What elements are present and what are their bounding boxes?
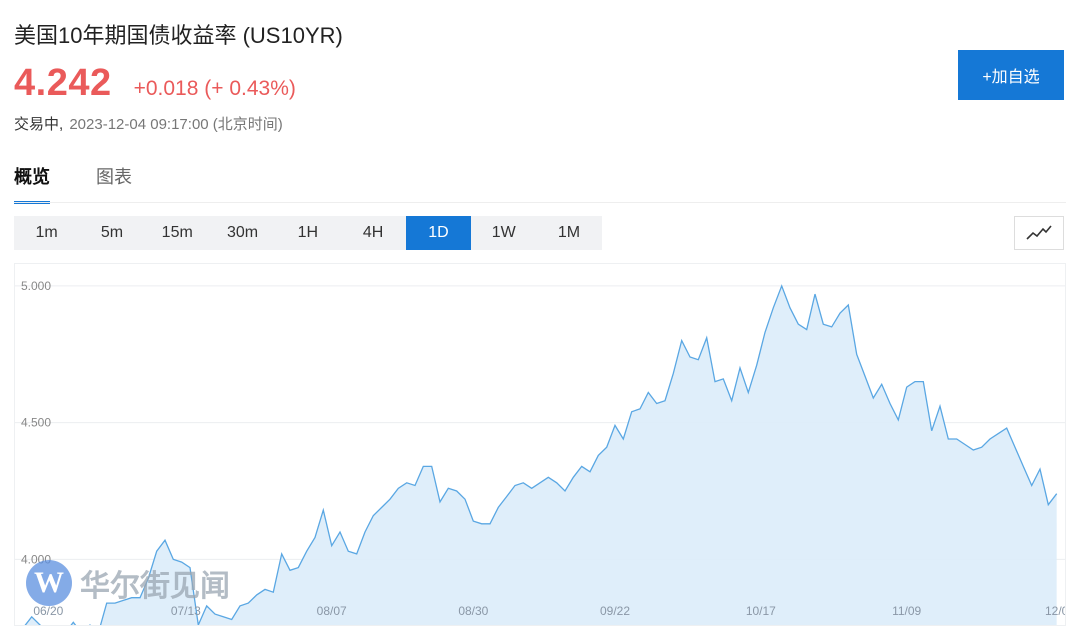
price-change: +0.018 (+ 0.43%) <box>133 77 296 100</box>
period-15m[interactable]: 15m <box>161 224 193 241</box>
period-4h[interactable]: 4H <box>362 224 384 241</box>
x-tick-label: 10/17 <box>746 604 776 618</box>
y-tick-label: 5.000 <box>21 279 51 293</box>
period-1w[interactable]: 1W <box>491 224 516 241</box>
period-1mo[interactable]: 1M <box>557 224 581 241</box>
period-1h[interactable]: 1H <box>297 224 319 241</box>
price-row: 4.242 +0.018 (+ 0.43%) <box>14 62 296 105</box>
page-title: 美国10年期国债收益率 (US10YR) <box>14 23 343 48</box>
line-chart-icon <box>1026 225 1052 240</box>
x-tick-label: 11/09 <box>892 604 921 618</box>
period-1m[interactable]: 1m <box>35 224 58 241</box>
status-label: 交易中, <box>14 116 64 133</box>
tab-chart[interactable]: 图表 <box>96 167 132 187</box>
chart-area-fill <box>15 285 1057 625</box>
period-5m[interactable]: 5m <box>100 224 124 241</box>
chart-area: 5.000 4.500 4.000 06/20 07/13 08/07 08/30 09/2… <box>14 263 1066 626</box>
add-to-watchlist-button[interactable]: +加自选 <box>958 50 1064 100</box>
current-price: 4.242 <box>14 62 112 104</box>
period-selector: 1m 5m 15m 30m 1H 4H 1D 1W 1M <box>14 216 602 250</box>
period-1d[interactable]: 1D <box>405 216 472 250</box>
trading-status: 交易中, 2023-12-04 09:17:00 (北京时间) <box>14 113 283 134</box>
watermark-logo: W <box>26 560 72 606</box>
series-line <box>24 284 1058 625</box>
tab-overview[interactable]: 概览 <box>14 163 50 204</box>
x-tick-label: 08/07 <box>317 604 347 618</box>
watermark: W 华尔街见闻 <box>26 560 230 606</box>
x-tick-label: 12/0 <box>1045 604 1065 618</box>
watermark-text: 华尔街见闻 <box>80 569 230 604</box>
x-tick-label: 08/30 <box>458 604 488 618</box>
view-tabs: 概览 图表 <box>14 163 178 204</box>
timestamp: 2023-12-04 09:17:00 (北京时间) <box>69 116 283 133</box>
y-tick-label: 4.500 <box>21 416 51 430</box>
tabs-divider <box>14 202 1066 203</box>
x-tick-label: 06/20 <box>33 604 63 618</box>
period-30m[interactable]: 30m <box>226 224 259 241</box>
x-tick-label: 09/22 <box>600 604 630 618</box>
x-tick-label: 07/13 <box>171 604 201 618</box>
chart-type-button[interactable] <box>1014 216 1064 250</box>
